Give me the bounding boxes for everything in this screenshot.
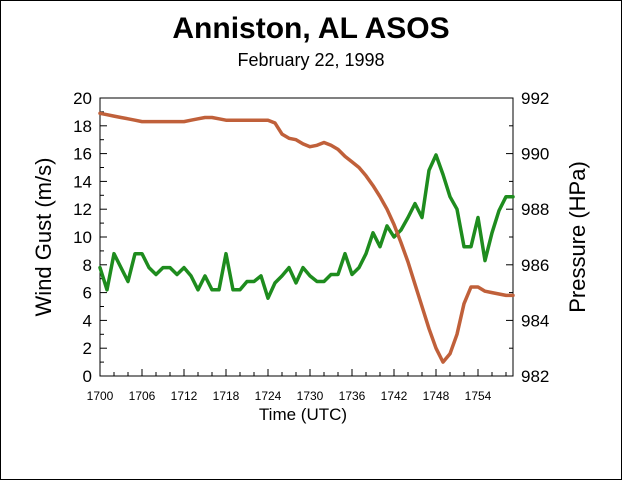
y-left-tick-label: 20 (73, 89, 92, 108)
y-right-tick-label: 992 (521, 89, 549, 108)
x-tick-label: 1730 (297, 389, 324, 403)
y-left-tick-label: 10 (73, 228, 92, 247)
pressure-series-line (98, 111, 515, 364)
x-tick-label: 1724 (255, 389, 282, 403)
y-right-axis: 982 984 986 988 990 992 (506, 89, 549, 386)
y-left-tick-label: 12 (73, 200, 92, 219)
chart-subtitle: February 22, 1998 (237, 50, 384, 70)
series-layer (98, 111, 515, 364)
x-tick-label: 1700 (87, 389, 114, 403)
y-left-tick-label: 16 (73, 145, 92, 164)
plot-area (99, 97, 514, 377)
y-left-tick-label: 8 (83, 256, 92, 275)
x-tick-label: 1742 (381, 389, 408, 403)
y-right-tick-label: 984 (521, 311, 549, 330)
y-right-tick-label: 986 (521, 256, 549, 275)
x-tick-label: 1736 (339, 389, 366, 403)
y-left-tick-label: 14 (73, 172, 92, 191)
wind-gust-series-line (98, 153, 515, 300)
x-tick-label: 1718 (213, 389, 240, 403)
x-tick-label: 1706 (129, 389, 156, 403)
y-left-axis: 0 2 4 6 8 10 12 14 16 18 20 (73, 89, 107, 386)
x-tick-label: 1754 (465, 389, 492, 403)
y-left-tick-label: 4 (83, 311, 92, 330)
chart-title: Anniston, AL ASOS (172, 12, 449, 45)
y-right-axis-label: Pressure (HPa) (565, 161, 590, 313)
y-left-tick-label: 2 (83, 339, 92, 358)
x-tick-label: 1712 (171, 389, 198, 403)
y-right-tick-label: 988 (521, 200, 549, 219)
x-tick-label: 1748 (423, 389, 450, 403)
x-axis-label: Time (UTC) (259, 405, 347, 424)
y-left-tick-label: 6 (83, 284, 92, 303)
y-left-tick-label: 0 (83, 367, 92, 386)
y-right-tick-label: 982 (521, 367, 549, 386)
y-left-axis-label: Wind Gust (m/s) (31, 158, 56, 317)
y-left-tick-label: 18 (73, 117, 92, 136)
x-axis: 1700 1706 1712 1718 1724 1730 1736 1742 1748 1754 (87, 369, 507, 403)
y-right-tick-label: 990 (521, 145, 549, 164)
